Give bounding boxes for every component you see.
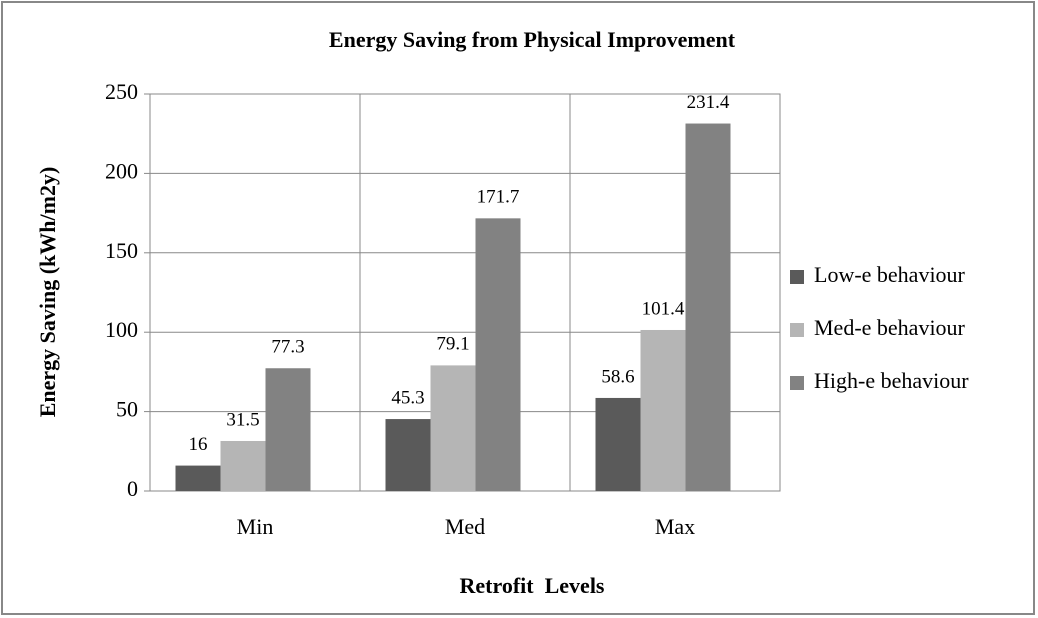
legend-label: High-e behaviour <box>814 368 969 393</box>
bar <box>385 419 431 491</box>
data-label: 31.5 <box>226 409 259 430</box>
data-label: 171.7 <box>477 187 520 208</box>
data-label: 77.3 <box>271 337 304 358</box>
y-tick-label: 150 <box>105 238 138 263</box>
data-label: 58.6 <box>601 366 634 387</box>
bar <box>475 218 521 491</box>
bar <box>265 368 311 491</box>
y-tick-label: 200 <box>105 158 138 183</box>
data-label: 79.1 <box>436 334 469 355</box>
x-axis-title: Retrofit Levels <box>460 573 605 598</box>
bar <box>430 365 476 491</box>
bar <box>220 440 266 491</box>
y-tick-label: 100 <box>105 317 138 342</box>
chart-title: Energy Saving from Physical Improvement <box>329 27 736 52</box>
data-label: 45.3 <box>391 387 424 408</box>
data-label: 16 <box>189 434 208 455</box>
legend-label: Med-e behaviour <box>814 315 966 340</box>
x-tick-label: Max <box>655 514 695 539</box>
data-label: 231.4 <box>687 92 730 113</box>
data-label: 101.4 <box>642 298 685 319</box>
x-tick-label: Min <box>237 514 274 539</box>
legend-label: Low-e behaviour <box>814 262 966 287</box>
y-axis-title: Energy Saving (kWh/m2y) <box>35 167 60 418</box>
bar <box>175 465 221 491</box>
x-tick-label: Med <box>445 514 485 539</box>
legend-swatch <box>790 376 804 390</box>
y-tick-label: 0 <box>127 476 138 501</box>
legend-swatch <box>790 323 804 337</box>
bar <box>640 329 686 491</box>
y-tick-label: 50 <box>116 397 138 422</box>
legend-swatch <box>790 270 804 284</box>
y-tick-label: 250 <box>105 79 138 104</box>
bar <box>595 397 641 491</box>
bar <box>685 123 731 491</box>
